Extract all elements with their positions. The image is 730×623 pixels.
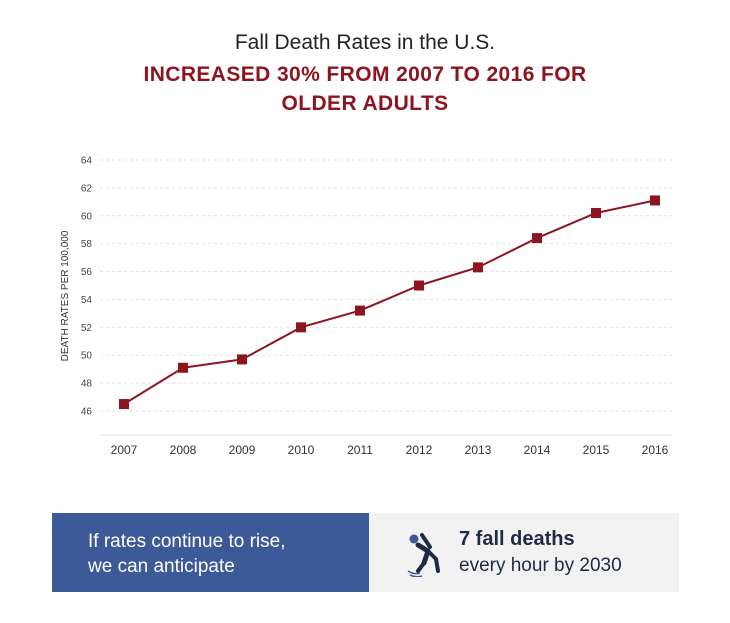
- data-point-marker: [178, 362, 188, 373]
- x-tick-label: 2012: [406, 443, 433, 457]
- x-tick-label: 2008: [170, 443, 197, 457]
- x-tick-label: 2011: [347, 443, 373, 457]
- grid-lines: [100, 159, 672, 412]
- falling-person-icon: [407, 533, 440, 577]
- data-point-marker: [591, 207, 601, 218]
- y-tick-label: 46: [81, 407, 93, 418]
- banner-right-line-1: 7 fall deaths: [459, 528, 575, 550]
- y-tick-label: 50: [81, 351, 93, 362]
- anticipation-banner: If rates continue to rise, we can antici…: [52, 513, 679, 592]
- series-line-path: [123, 199, 656, 405]
- banner-left-panel: If rates continue to rise, we can antici…: [52, 513, 369, 592]
- y-tick-label: 54: [81, 295, 93, 306]
- banner-right-line-2: every hour by 2030: [459, 555, 622, 576]
- x-tick-label: 2009: [229, 443, 256, 457]
- series-markers: [119, 195, 660, 410]
- data-point-marker: [414, 280, 424, 291]
- chart-subtitle-line-1: INCREASED 30% FROM 2007 TO 2016 FOR: [143, 63, 587, 86]
- banner-left-line-1: If rates continue to rise,: [88, 531, 286, 552]
- y-tick-label: 60: [81, 211, 93, 222]
- x-tick-label: 2010: [288, 443, 315, 457]
- data-point-marker: [119, 399, 129, 410]
- x-tick-label: 2013: [465, 443, 492, 457]
- banner-arrow: [352, 513, 369, 591]
- y-tick-label: 62: [81, 183, 93, 194]
- x-tick-label: 2016: [642, 443, 669, 457]
- data-point-marker: [532, 233, 542, 244]
- data-point-marker: [296, 322, 306, 333]
- data-point-marker: [650, 195, 660, 206]
- data-point-marker: [473, 262, 483, 273]
- y-tick-label: 64: [81, 156, 93, 167]
- y-tick-label: 52: [81, 323, 93, 334]
- y-axis-ticks: 46 48 50 52 54 56 58 60 62 64: [81, 156, 93, 418]
- x-tick-label: 2014: [524, 443, 551, 457]
- data-point-marker: [355, 305, 365, 316]
- chart-title: Fall Death Rates in the U.S.: [234, 31, 496, 54]
- series-line: [123, 199, 656, 405]
- y-tick-label: 48: [81, 379, 93, 390]
- data-point-marker: [237, 354, 247, 365]
- y-tick-label: 56: [81, 267, 93, 278]
- x-axis-ticks: 2007 2008 2009 2010 2011 2012 2013 2014 2015 2016: [111, 443, 669, 457]
- x-tick-label: 2007: [111, 443, 138, 457]
- y-tick-label: 58: [81, 239, 93, 250]
- chart-subtitle-line-2: OLDER ADULTS: [281, 92, 449, 115]
- x-tick-label: 2015: [583, 443, 610, 457]
- banner-left-line-2: we can anticipate: [88, 556, 235, 577]
- line-chart: 46 48 50 52 54 56 58 60 62 64 2007 2008 2009 2010 201…: [60, 156, 672, 457]
- banner-right-panel: [369, 513, 679, 592]
- y-axis-label: DEATH RATES PER 100,000: [60, 230, 71, 361]
